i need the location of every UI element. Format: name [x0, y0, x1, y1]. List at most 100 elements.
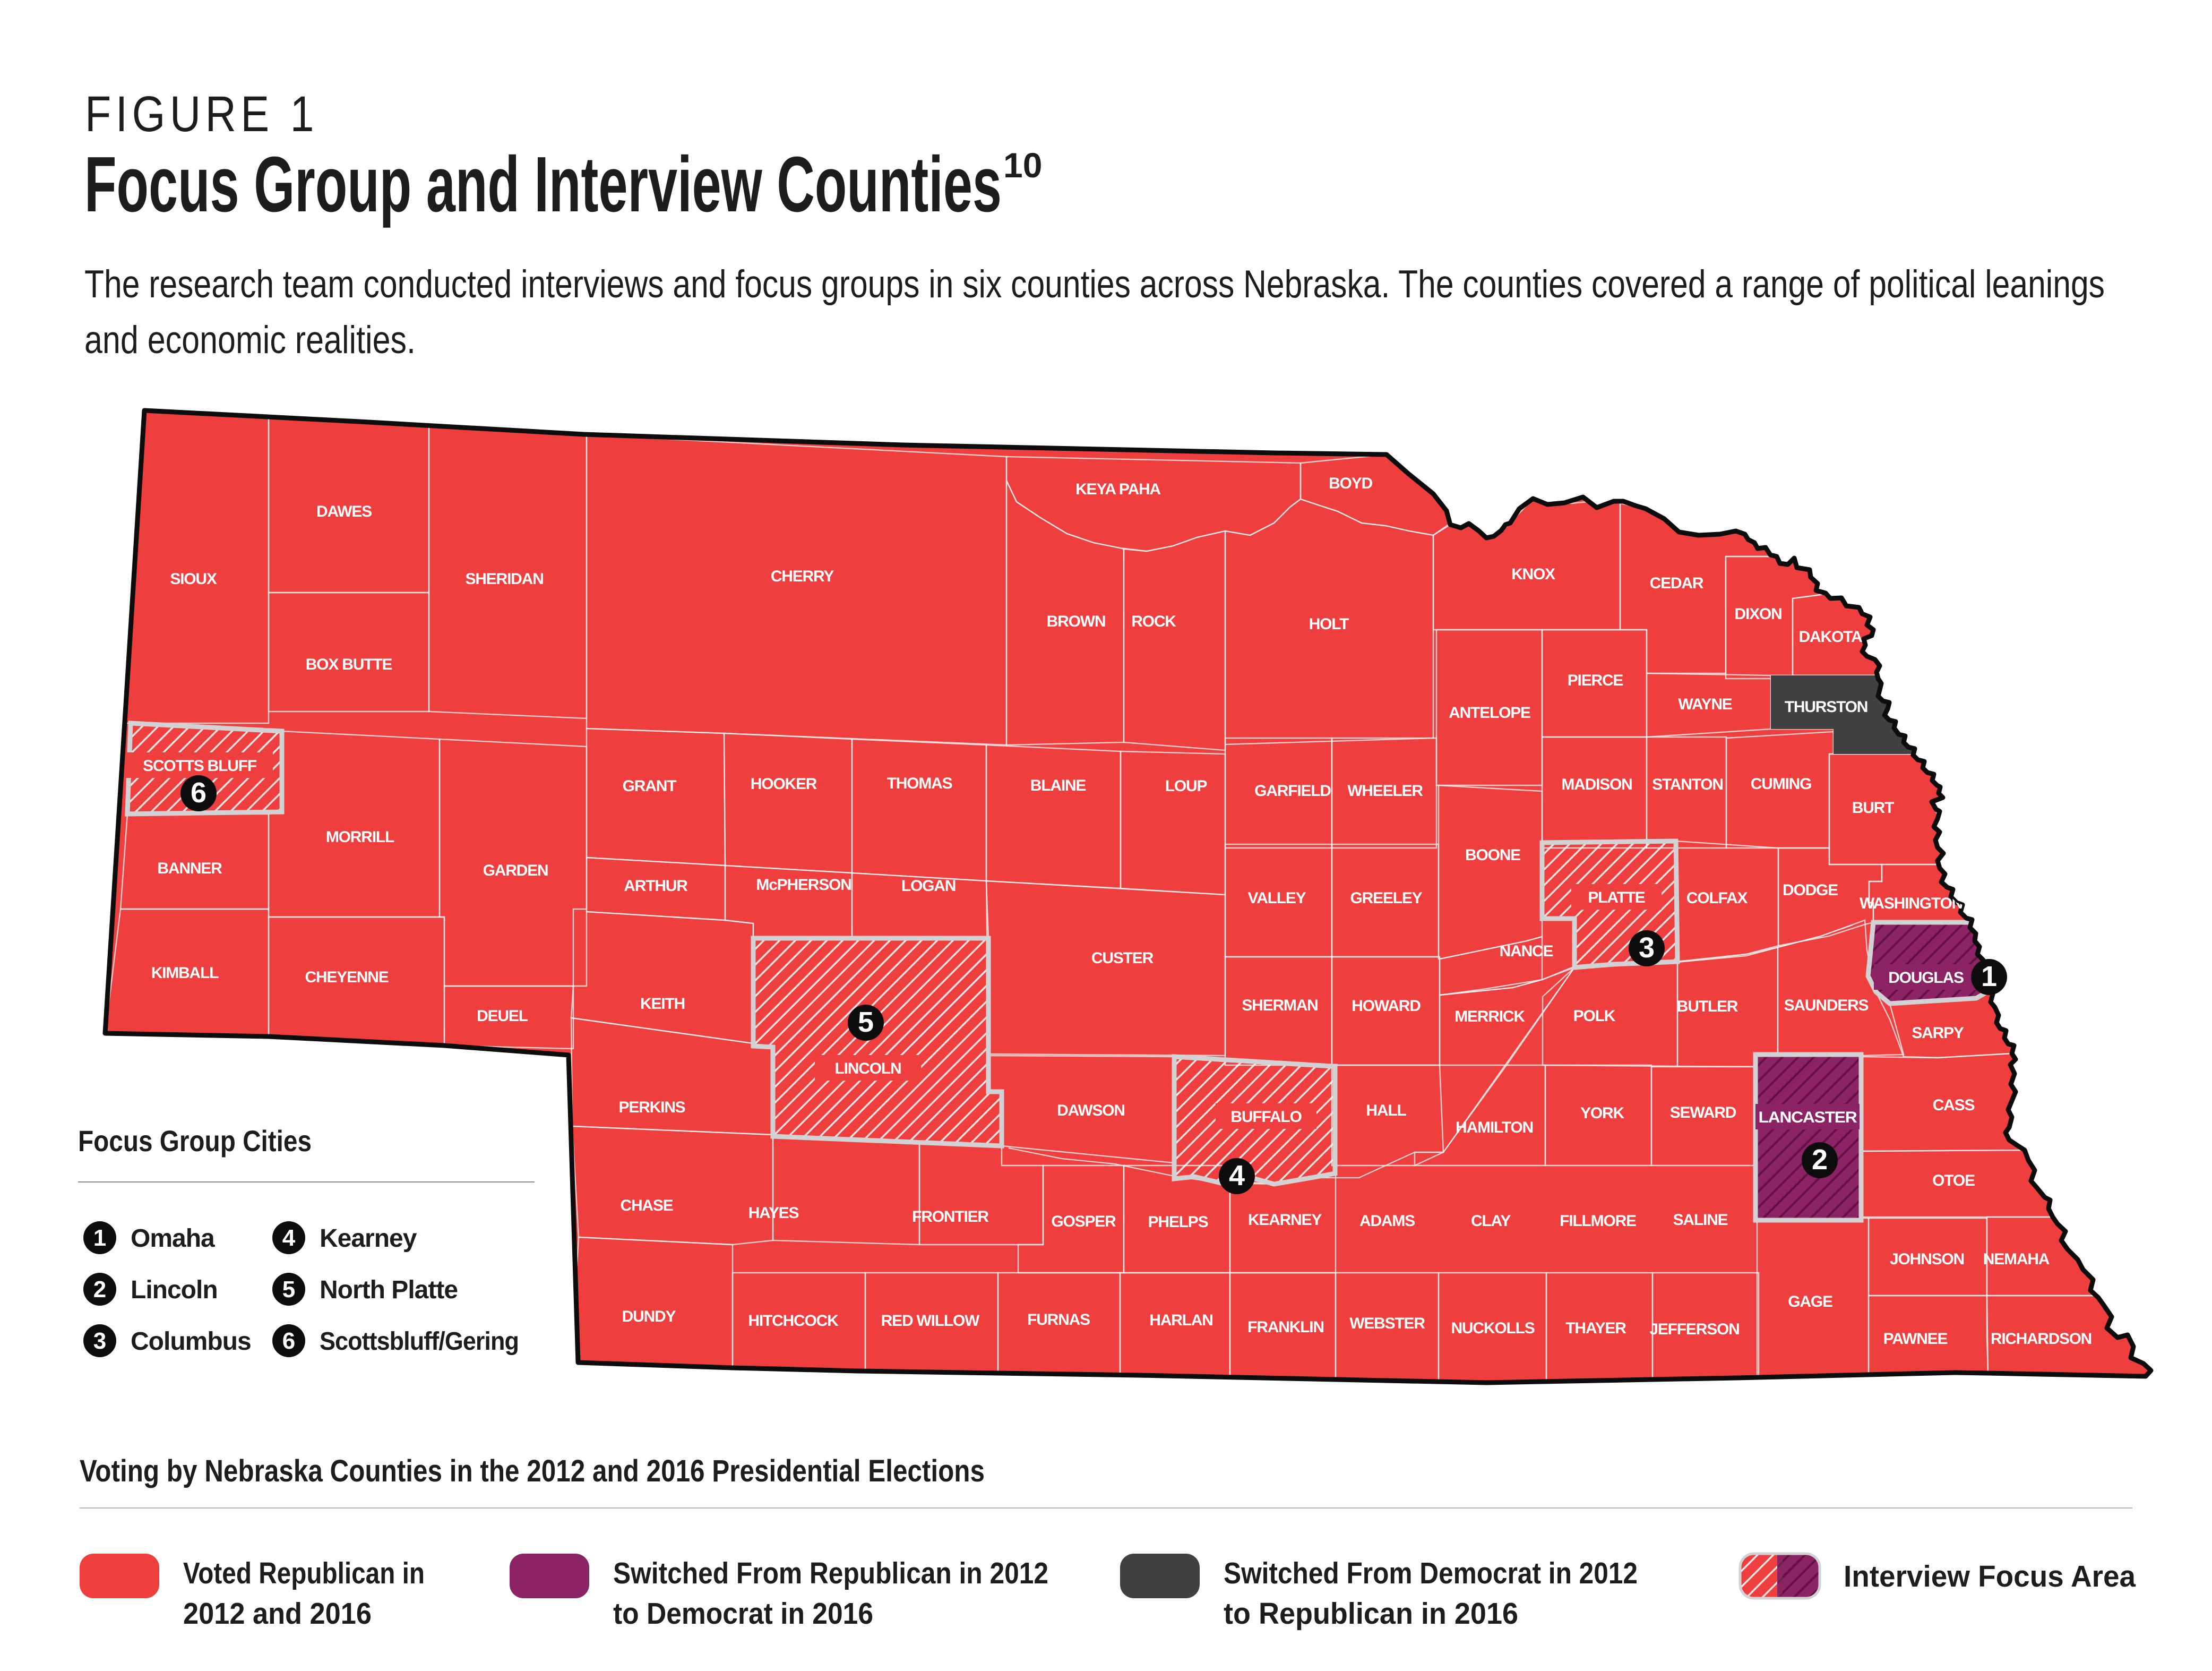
svg-text:KEYA PAHA: KEYA PAHA [1075, 481, 1160, 498]
svg-text:3: 3 [1639, 932, 1655, 964]
svg-text:DOUGLAS: DOUGLAS [1888, 969, 1964, 987]
svg-text:FRANKLIN: FRANKLIN [1247, 1318, 1324, 1336]
svg-text:1: 1 [93, 1225, 106, 1251]
svg-text:Focus Group Cities: Focus Group Cities [78, 1124, 312, 1158]
svg-text:ROCK: ROCK [1131, 613, 1176, 630]
svg-text:to Democrat in 2016: to Democrat in 2016 [613, 1597, 873, 1631]
svg-text:DAWSON: DAWSON [1057, 1102, 1125, 1119]
svg-text:CEDAR: CEDAR [1650, 575, 1704, 592]
svg-text:BUTLER: BUTLER [1677, 998, 1738, 1015]
svg-text:HOLT: HOLT [1309, 615, 1349, 633]
svg-text:WASHINGTON: WASHINGTON [1860, 895, 1963, 912]
svg-text:4: 4 [1229, 1160, 1245, 1192]
svg-text:Omaha: Omaha [131, 1224, 215, 1253]
svg-text:DUNDY: DUNDY [622, 1308, 676, 1325]
svg-text:FRONTIER: FRONTIER [912, 1208, 989, 1226]
svg-text:HARLAN: HARLAN [1149, 1312, 1212, 1329]
svg-text:5: 5 [858, 1006, 874, 1038]
svg-text:6: 6 [191, 777, 206, 809]
svg-text:ADAMS: ADAMS [1359, 1212, 1415, 1230]
svg-text:KEITH: KEITH [640, 995, 685, 1013]
svg-text:SCOTTS BLUFF: SCOTTS BLUFF [143, 757, 257, 775]
svg-text:RICHARDSON: RICHARDSON [1991, 1330, 2091, 1348]
svg-text:GARDEN: GARDEN [483, 862, 548, 879]
svg-text:2: 2 [93, 1276, 106, 1302]
svg-text:DAKOTA: DAKOTA [1799, 628, 1862, 646]
svg-text:GRANT: GRANT [623, 777, 677, 795]
svg-text:6: 6 [282, 1328, 295, 1354]
svg-text:GREELEY: GREELEY [1350, 889, 1423, 907]
svg-text:VALLEY: VALLEY [1248, 889, 1306, 907]
svg-text:HAYES: HAYES [748, 1204, 799, 1222]
svg-text:DODGE: DODGE [1783, 881, 1838, 899]
svg-text:CHEYENNE: CHEYENNE [305, 969, 388, 986]
svg-text:Switched From Democrat in 2012: Switched From Democrat in 2012 [1224, 1556, 1638, 1590]
svg-text:SAUNDERS: SAUNDERS [1784, 997, 1869, 1014]
svg-text:DEUEL: DEUEL [477, 1007, 528, 1025]
svg-text:JEFFERSON: JEFFERSON [1649, 1321, 1739, 1338]
svg-text:Focus Group and Interview Coun: Focus Group and Interview Counties [84, 141, 1002, 228]
svg-text:Scottsbluff/Gering: Scottsbluff/Gering [320, 1327, 519, 1356]
svg-text:WEBSTER: WEBSTER [1349, 1315, 1425, 1332]
svg-text:RED WILLOW: RED WILLOW [881, 1312, 980, 1330]
svg-text:NANCE: NANCE [1500, 942, 1553, 960]
svg-text:CUMING: CUMING [1751, 775, 1811, 793]
svg-text:3: 3 [93, 1328, 106, 1354]
svg-text:North Platte: North Platte [320, 1276, 458, 1304]
svg-text:STANTON: STANTON [1652, 776, 1723, 793]
svg-text:FILLMORE: FILLMORE [1560, 1212, 1636, 1230]
svg-text:DIXON: DIXON [1734, 605, 1781, 623]
svg-text:SEWARD: SEWARD [1670, 1104, 1736, 1121]
svg-text:Lincoln: Lincoln [131, 1276, 218, 1304]
svg-text:LOGAN: LOGAN [901, 877, 956, 895]
svg-text:PAWNEE: PAWNEE [1883, 1330, 1948, 1348]
svg-text:LANCASTER: LANCASTER [1759, 1109, 1858, 1126]
svg-text:THOMAS: THOMAS [887, 775, 952, 792]
svg-text:ANTELOPE: ANTELOPE [1449, 704, 1530, 722]
svg-text:1: 1 [1981, 961, 1997, 992]
svg-text:THAYER: THAYER [1565, 1319, 1626, 1337]
svg-text:BURT: BURT [1852, 799, 1894, 817]
svg-text:HOWARD: HOWARD [1352, 997, 1421, 1015]
svg-text:PLATTE: PLATTE [1588, 889, 1645, 906]
svg-text:CLAY: CLAY [1471, 1212, 1511, 1230]
svg-text:LOUP: LOUP [1165, 777, 1207, 795]
svg-text:CHERRY: CHERRY [771, 568, 834, 585]
svg-text:BLAINE: BLAINE [1030, 777, 1086, 794]
svg-text:WHEELER: WHEELER [1347, 782, 1423, 800]
svg-text:GARFIELD: GARFIELD [1254, 782, 1331, 800]
svg-text:2012 and 2016: 2012 and 2016 [183, 1597, 372, 1631]
svg-text:KNOX: KNOX [1511, 565, 1555, 583]
svg-text:KEARNEY: KEARNEY [1248, 1211, 1322, 1229]
svg-text:OTOE: OTOE [1932, 1172, 1975, 1189]
svg-text:Kearney: Kearney [320, 1224, 417, 1253]
svg-text:COLFAX: COLFAX [1686, 889, 1748, 907]
svg-text:DAWES: DAWES [316, 503, 372, 520]
svg-text:MORRILL: MORRILL [326, 828, 394, 846]
svg-text:GAGE: GAGE [1788, 1293, 1832, 1310]
svg-text:PIERCE: PIERCE [1568, 672, 1623, 689]
svg-text:10: 10 [1003, 145, 1042, 185]
svg-text:FIGURE 1: FIGURE 1 [85, 86, 319, 142]
svg-text:SHERMAN: SHERMAN [1242, 997, 1318, 1014]
svg-text:WAYNE: WAYNE [1678, 696, 1732, 713]
svg-text:PHELPS: PHELPS [1148, 1213, 1208, 1231]
svg-text:BANNER: BANNER [157, 860, 222, 877]
svg-text:The research team conducted in: The research team conducted interviews a… [84, 263, 2105, 306]
svg-text:LINCOLN: LINCOLN [835, 1060, 901, 1077]
svg-text:SARPY: SARPY [1912, 1024, 1964, 1042]
svg-text:2: 2 [1812, 1144, 1828, 1176]
svg-text:PERKINS: PERKINS [619, 1099, 685, 1116]
svg-text:KIMBALL: KIMBALL [151, 964, 219, 982]
svg-text:HAMILTON: HAMILTON [1456, 1119, 1533, 1136]
svg-text:NUCKOLLS: NUCKOLLS [1451, 1319, 1534, 1337]
svg-text:FURNAS: FURNAS [1027, 1311, 1090, 1329]
svg-text:Voting by Nebraska Counties in: Voting by Nebraska Counties in the 2012 … [80, 1454, 985, 1488]
svg-text:BUFFALO: BUFFALO [1230, 1108, 1302, 1126]
svg-text:POLK: POLK [1573, 1007, 1616, 1025]
svg-text:NEMAHA: NEMAHA [1983, 1250, 2050, 1268]
svg-text:BROWN: BROWN [1047, 613, 1106, 630]
svg-text:SHERIDAN: SHERIDAN [465, 570, 543, 588]
svg-text:BOONE: BOONE [1465, 846, 1520, 864]
svg-text:and economic realities.: and economic realities. [84, 319, 416, 362]
